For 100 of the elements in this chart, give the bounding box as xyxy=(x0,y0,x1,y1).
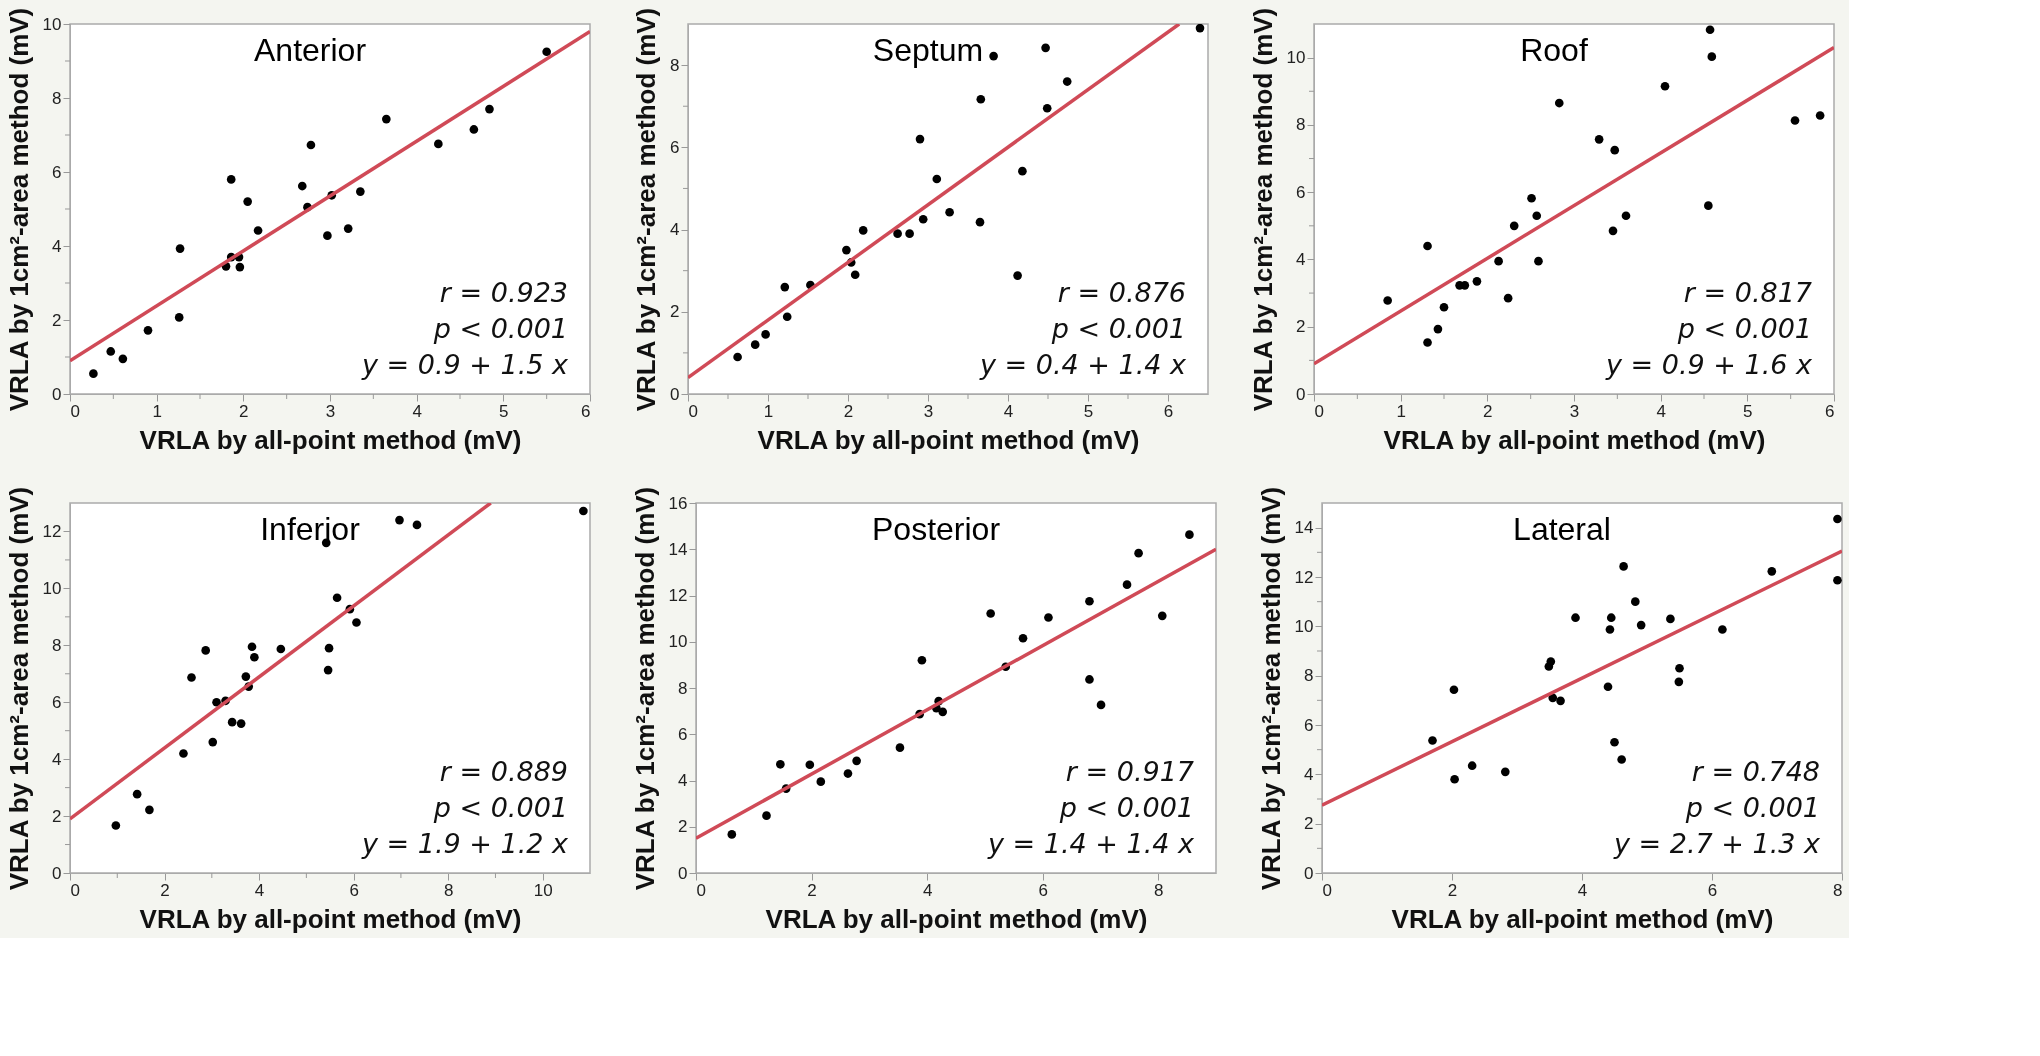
x-axis-title: VRLA by all-point method (mV) xyxy=(757,424,1140,455)
x-tick-label: 10 xyxy=(533,880,553,900)
x-tick-label: 4 xyxy=(1003,401,1014,421)
x-tick-label: 8 xyxy=(1153,880,1164,900)
x-tick-label: 6 xyxy=(1825,401,1835,421)
y-tick-label: 12 xyxy=(668,586,688,605)
x-tick-label: 1 xyxy=(1396,401,1406,421)
x-axis-title: VRLA by all-point method (mV) xyxy=(139,424,522,455)
y-tick-label: 2 xyxy=(52,806,62,826)
y-tick-label: 14 xyxy=(668,539,688,559)
y-axis-title: VRLA by 1cm²-area method (mV) xyxy=(3,7,34,412)
annotation: p < 0.001 xyxy=(1058,792,1194,823)
y-tick-label: 4 xyxy=(670,220,680,240)
annotation: p < 0.001 xyxy=(432,313,568,344)
y-tick-label: 8 xyxy=(678,678,688,698)
y-tick-label: 0 xyxy=(678,863,688,883)
x-tick-label: 6 xyxy=(581,401,591,421)
annotation: y = 0.9 + 1.5 x xyxy=(361,349,570,380)
x-tick-label: 8 xyxy=(443,880,454,900)
x-tick-label: 2 xyxy=(843,401,854,421)
x-tick-label: 3 xyxy=(1569,401,1580,421)
y-tick-label: 12 xyxy=(1294,567,1314,587)
annotation: r = 0.889 xyxy=(439,756,568,787)
y-tick-label: 10 xyxy=(668,632,688,652)
y-tick-label: 2 xyxy=(678,817,688,837)
chart-title: Septum xyxy=(872,32,984,68)
y-tick-label: 10 xyxy=(1294,616,1314,636)
y-tick-label: 8 xyxy=(52,88,62,108)
chart-title: Posterior xyxy=(871,511,1001,547)
x-tick-label: 0 xyxy=(70,880,80,900)
y-tick-label: 8 xyxy=(670,55,680,75)
annotation: p < 0.001 xyxy=(1684,792,1820,823)
y-tick-label: 0 xyxy=(670,384,680,404)
x-tick-label: 3 xyxy=(923,401,934,421)
y-tick-label: 10 xyxy=(1286,48,1306,68)
y-tick-label: 4 xyxy=(1296,249,1306,269)
annotation: p < 0.001 xyxy=(1676,313,1812,344)
y-tick-label: 4 xyxy=(52,749,62,769)
y-tick-label: 6 xyxy=(52,162,62,182)
x-tick-label: 2 xyxy=(1483,401,1493,421)
x-tick-label: 4 xyxy=(1656,401,1666,421)
chart-title: Roof xyxy=(1520,32,1588,68)
annotation: r = 0.817 xyxy=(1683,277,1812,308)
x-tick-label: 1 xyxy=(152,401,162,421)
y-tick-label: 2 xyxy=(1296,317,1306,337)
y-tick-label: 8 xyxy=(1304,666,1314,686)
x-tick-label: 5 xyxy=(1083,401,1094,421)
y-tick-label: 2 xyxy=(1304,814,1314,834)
y-tick-label: 12 xyxy=(42,521,62,541)
x-tick-label: 0 xyxy=(70,401,80,421)
x-tick-label: 6 xyxy=(1038,880,1048,900)
x-tick-label: 0 xyxy=(1322,880,1332,900)
annotation: y = 1.9 + 1.2 x xyxy=(361,828,570,859)
x-tick-label: 4 xyxy=(1577,880,1588,900)
y-tick-label: 14 xyxy=(1294,518,1314,538)
annotation: r = 0.923 xyxy=(439,277,568,308)
y-tick-label: 2 xyxy=(52,310,62,330)
y-axis-title: VRLA by 1cm²-area method (mV) xyxy=(1255,486,1286,891)
x-tick-label: 1 xyxy=(763,401,774,421)
y-axis-title: VRLA by 1cm²-area method (mV) xyxy=(1247,7,1278,412)
annotation: p < 0.001 xyxy=(1050,313,1186,344)
x-tick-label: 5 xyxy=(499,401,509,421)
y-tick-label: 6 xyxy=(678,724,688,744)
x-tick-label: 2 xyxy=(239,401,249,421)
annotation: y = 0.4 + 1.4 x xyxy=(979,349,1188,380)
y-tick-label: 8 xyxy=(52,635,62,655)
x-axis-title: VRLA by all-point method (mV) xyxy=(1391,903,1774,934)
y-tick-label: 6 xyxy=(670,137,680,157)
annotation: y = 1.4 + 1.4 x xyxy=(987,828,1196,859)
annotation: r = 0.748 xyxy=(1691,756,1820,787)
y-tick-label: 8 xyxy=(1296,115,1306,135)
y-tick-label: 16 xyxy=(668,493,688,513)
x-tick-label: 0 xyxy=(696,880,706,900)
y-tick-label: 6 xyxy=(1304,715,1314,735)
y-tick-label: 0 xyxy=(52,384,62,404)
chart-title: Anterior xyxy=(253,32,367,68)
x-tick-label: 6 xyxy=(349,880,359,900)
x-axis-title: VRLA by all-point method (mV) xyxy=(139,903,522,934)
x-tick-label: 8 xyxy=(1833,880,1843,900)
chart-title: Lateral xyxy=(1513,511,1611,547)
x-axis-title: VRLA by all-point method (mV) xyxy=(1383,424,1766,455)
y-tick-label: 0 xyxy=(52,863,62,883)
x-tick-label: 4 xyxy=(412,401,422,421)
y-axis-title: VRLA by 1cm²-area method (mV) xyxy=(629,486,660,891)
x-tick-label: 4 xyxy=(922,880,933,900)
annotation: p < 0.001 xyxy=(432,792,568,823)
chart-title: Inferior xyxy=(260,511,361,547)
x-tick-label: 6 xyxy=(1707,880,1718,900)
annotation: r = 0.876 xyxy=(1057,277,1186,308)
y-axis-title: VRLA by 1cm²-area method (mV) xyxy=(631,7,662,412)
annotation: r = 0.917 xyxy=(1065,756,1194,787)
y-tick-label: 6 xyxy=(52,692,62,712)
y-tick-label: 10 xyxy=(42,14,62,34)
annotation: y = 2.7 + 1.3 x xyxy=(1613,828,1822,859)
x-tick-label: 4 xyxy=(254,880,265,900)
x-tick-label: 3 xyxy=(325,401,336,421)
y-tick-label: 6 xyxy=(1296,182,1306,202)
y-axis-title: VRLA by 1cm²-area method (mV) xyxy=(3,486,34,891)
x-tick-label: 2 xyxy=(160,880,170,900)
x-axis-title: VRLA by all-point method (mV) xyxy=(765,903,1148,934)
